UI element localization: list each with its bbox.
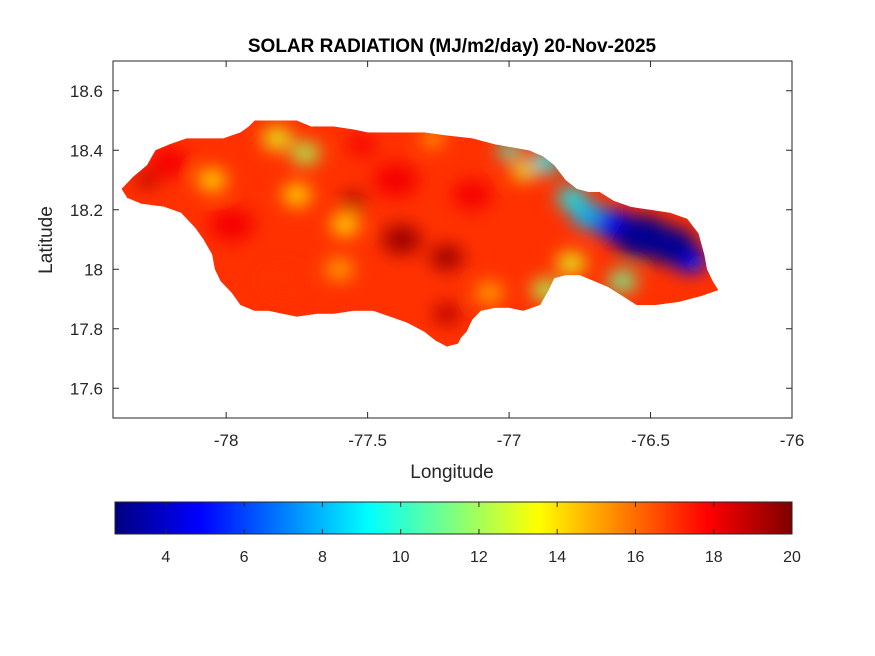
colorbar-tick-label: 18	[705, 549, 723, 566]
radiation-region	[325, 258, 354, 280]
radiation-region	[197, 169, 227, 191]
colorbar-tick-label: 12	[470, 549, 488, 566]
colorbar: 4 6 8 10 12 14 16 18 20	[114, 501, 801, 566]
map-area: -78 -77.5 -77 -76.5 -76 17.6 17.8 18 18.2 18.4 18…	[70, 60, 804, 450]
radiation-region	[557, 187, 586, 209]
colorbar-tick-label: 6	[240, 549, 249, 566]
radiation-region	[282, 184, 311, 206]
y-tick-label: 17.8	[70, 320, 103, 339]
colorbar-tick-label: 8	[318, 549, 327, 566]
radiation-region	[475, 282, 504, 304]
plot-frame	[112, 60, 793, 419]
radiation-region	[452, 180, 493, 210]
colorbar-tick-label: 14	[548, 549, 566, 566]
radiation-region	[381, 224, 422, 255]
radiation-region	[429, 244, 464, 271]
radiation-region	[511, 162, 535, 180]
radiation-region	[291, 142, 320, 164]
x-tick-label: -76	[780, 431, 805, 450]
radiation-region	[347, 133, 377, 155]
y-tick-label: 17.6	[70, 379, 103, 398]
x-axis-label: Longitude	[410, 462, 493, 483]
colorbar-tick-label: 4	[161, 549, 170, 566]
y-tick-label: 18	[84, 260, 103, 279]
x-tick-label: -77.5	[348, 431, 387, 450]
y-axis-label: Latitude	[36, 206, 57, 274]
radiation-region	[263, 127, 292, 149]
y-tick-label: 18.2	[70, 201, 103, 220]
x-tick-label: -77	[497, 431, 522, 450]
chart-title: SOLAR RADIATION (MJ/m2/day) 20-Nov-2025	[248, 36, 657, 57]
radiation-region	[373, 163, 419, 197]
x-axis-ticks: -78 -77.5 -77 -76.5 -76	[214, 61, 804, 450]
x-tick-label: -78	[214, 431, 239, 450]
radiation-region	[644, 226, 696, 265]
radiation-region	[432, 303, 461, 325]
colorbar-tick-label: 16	[627, 549, 645, 566]
radiation-region	[209, 207, 255, 242]
y-tick-label: 18.4	[70, 141, 103, 160]
y-axis-ticks: 17.6 17.8 18 18.2 18.4 18.6	[70, 82, 792, 398]
radiation-region	[557, 252, 586, 274]
radiation-region	[330, 214, 360, 236]
radiation-region	[342, 192, 365, 210]
y-tick-label: 18.6	[70, 82, 103, 101]
radiation-region	[608, 270, 637, 292]
radiation-region	[149, 147, 190, 178]
colorbar-tick-label: 10	[392, 549, 410, 566]
radiation-region	[135, 171, 159, 189]
colorbar-ticks: 4 6 8 10 12 14 16 18 20	[161, 502, 801, 566]
radiation-region	[263, 266, 303, 296]
colorbar-gradient	[114, 501, 793, 535]
colorbar-tick-label: 20	[783, 549, 801, 566]
x-tick-label: -76.5	[631, 431, 670, 450]
